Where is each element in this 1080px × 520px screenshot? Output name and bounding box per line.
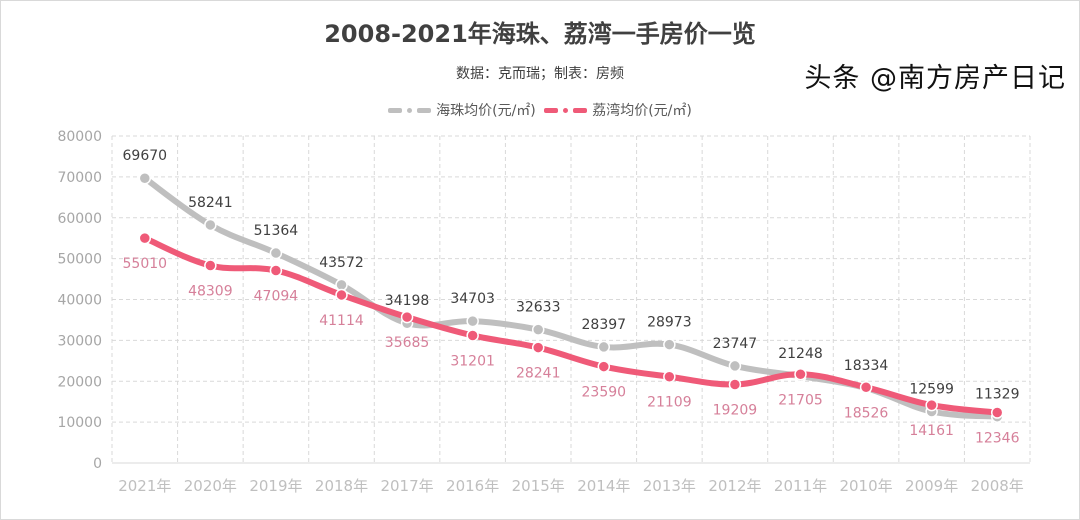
- data-label: 47094: [254, 289, 299, 305]
- y-tick-label: 20000: [57, 374, 102, 390]
- data-label: 11329: [975, 387, 1020, 403]
- data-point: [269, 264, 283, 277]
- data-label: 12346: [975, 431, 1020, 447]
- data-label: 19209: [713, 402, 758, 418]
- data-point: [466, 314, 479, 328]
- legend-label-liwan: 荔湾均价(元/㎡): [592, 103, 692, 119]
- x-tick-label: 2018年: [315, 477, 368, 495]
- data-point: [269, 246, 283, 260]
- series-line-1: [141, 235, 1001, 416]
- x-tick-label: 2021年: [118, 477, 171, 495]
- legend-label-haizhu: 海珠均价(元/㎡): [436, 103, 536, 119]
- data-label: 48309: [188, 284, 233, 300]
- y-tick-label: 80000: [57, 129, 102, 145]
- x-tick-label: 2011年: [774, 477, 827, 495]
- data-label: 12599: [909, 382, 954, 398]
- data-point: [794, 368, 807, 381]
- data-point: [204, 259, 217, 272]
- data-label: 23590: [582, 385, 627, 401]
- data-label: 32633: [516, 300, 561, 316]
- legend-item-liwan: 荔湾均价(元/㎡): [544, 100, 692, 120]
- data-point: [335, 288, 348, 302]
- legend-swatch-liwan: [544, 103, 588, 117]
- data-point: [925, 398, 938, 412]
- data-point: [728, 378, 742, 391]
- x-tick-label: 2016年: [446, 477, 499, 495]
- x-tick-label: 2020年: [184, 477, 237, 495]
- data-label: 28973: [647, 315, 692, 331]
- data-point: [204, 218, 217, 232]
- data-label: 55010: [123, 256, 168, 272]
- data-label: 43572: [319, 255, 364, 271]
- data-label: 21705: [778, 392, 823, 408]
- x-tick-label: 2014年: [577, 477, 630, 495]
- data-point: [728, 359, 742, 373]
- data-label: 58241: [188, 195, 233, 211]
- data-label: 34198: [385, 293, 430, 309]
- x-tick-label: 2010年: [839, 477, 892, 495]
- watermark: 头条 @南方房产日记: [804, 63, 1066, 94]
- data-label: 35685: [385, 335, 430, 351]
- data-point: [531, 323, 545, 336]
- x-tick-label: 2012年: [708, 477, 761, 495]
- data-label: 18334: [844, 358, 889, 374]
- data-label: 23747: [713, 336, 758, 352]
- x-tick-label: 2017年: [380, 477, 433, 495]
- data-point: [400, 310, 414, 324]
- data-point: [990, 406, 1004, 419]
- data-point: [138, 171, 152, 185]
- y-tick-label: 40000: [57, 293, 102, 309]
- x-tick-label: 2013年: [643, 477, 696, 495]
- data-point: [531, 341, 545, 354]
- data-point: [859, 381, 873, 394]
- data-point: [138, 231, 152, 245]
- y-tick-label: 10000: [57, 415, 102, 431]
- y-tick-label: 50000: [57, 252, 102, 268]
- data-label: 34703: [450, 291, 495, 307]
- chart-subtitle: 数据：克而瑞；制表：房频: [456, 66, 624, 82]
- legend-item-haizhu: 海珠均价(元/㎡): [388, 100, 536, 120]
- y-tick-label: 30000: [57, 333, 102, 349]
- data-label: 28241: [516, 366, 561, 382]
- x-tick-label: 2015年: [512, 477, 565, 495]
- data-label: 18526: [844, 405, 889, 421]
- data-label: 21248: [778, 346, 823, 362]
- data-label: 51364: [254, 223, 299, 239]
- data-label: 14161: [909, 423, 954, 439]
- x-tick-label: 2009年: [905, 477, 958, 495]
- data-label: 41114: [319, 313, 364, 329]
- legend: 海珠均价(元/㎡) 荔湾均价(元/㎡): [0, 100, 1080, 121]
- data-label: 21109: [647, 395, 692, 411]
- data-point: [597, 360, 611, 373]
- y-tick-label: 0: [93, 456, 102, 472]
- data-label: 28397: [582, 317, 627, 333]
- y-tick-label: 60000: [57, 211, 102, 227]
- data-label: 69670: [123, 148, 168, 164]
- data-point: [663, 338, 676, 351]
- x-tick-label: 2019年: [249, 477, 302, 495]
- x-tick-label: 2008年: [971, 477, 1024, 495]
- chart-title: 2008-2021年海珠、荔湾一手房价一览: [324, 20, 756, 48]
- y-tick-label: 70000: [57, 170, 102, 186]
- legend-swatch-haizhu: [388, 103, 432, 117]
- data-point: [597, 340, 611, 354]
- data-point: [663, 370, 676, 383]
- data-label: 31201: [450, 353, 495, 369]
- data-point: [466, 329, 479, 342]
